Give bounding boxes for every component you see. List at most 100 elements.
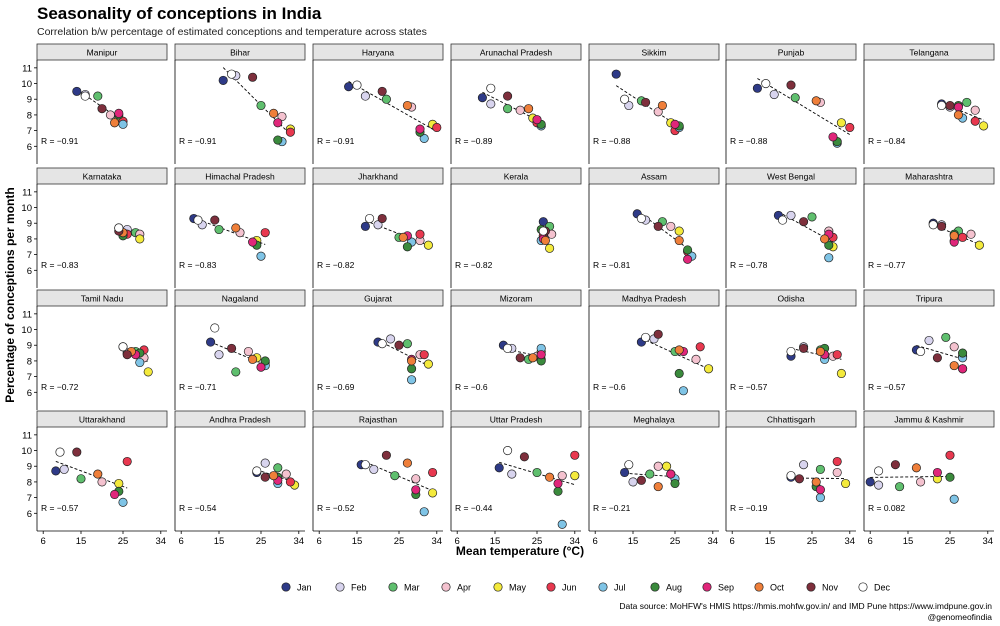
x-tick-label: 6 bbox=[868, 536, 873, 547]
y-tick-label: 8 bbox=[27, 477, 32, 488]
facet-label: Himachal Pradesh bbox=[205, 172, 275, 182]
data-point-apr bbox=[277, 111, 287, 122]
data-point-sep bbox=[114, 108, 124, 118]
y-tick-label: 8 bbox=[27, 110, 32, 121]
data-point-jul bbox=[557, 519, 567, 529]
data-point-mar bbox=[503, 104, 513, 114]
x-tick-label: 34 bbox=[570, 536, 581, 547]
facet-strip bbox=[588, 410, 720, 428]
data-point-may bbox=[974, 240, 984, 250]
legend-key-feb bbox=[335, 582, 345, 592]
data-point-mar bbox=[895, 482, 905, 492]
legend-key-dec bbox=[858, 582, 868, 592]
correlation-label: R = −0.88 bbox=[730, 136, 768, 146]
facet-strip bbox=[450, 289, 582, 307]
y-tick-label: 11 bbox=[22, 430, 32, 441]
data-point-dec bbox=[210, 323, 220, 333]
facet-label: Tamil Nadu bbox=[81, 294, 124, 304]
x-tick-label: 25 bbox=[532, 536, 543, 547]
y-tick-label: 11 bbox=[22, 63, 32, 74]
data-point-feb bbox=[260, 458, 270, 468]
data-point-dec bbox=[786, 346, 796, 357]
data-point-mar bbox=[807, 212, 817, 222]
trend-line bbox=[348, 80, 438, 132]
data-point-may bbox=[570, 471, 580, 481]
data-point-sep bbox=[248, 237, 258, 247]
y-tick-label: 10 bbox=[21, 203, 32, 214]
facet-strip bbox=[312, 43, 444, 61]
data-point-nov bbox=[890, 460, 900, 470]
correlation-label: R = −0.78 bbox=[730, 260, 768, 270]
legend-label: Jul bbox=[614, 583, 626, 593]
data-point-jan bbox=[865, 477, 875, 487]
legend-label: Apr bbox=[457, 583, 471, 593]
legend-label: Mar bbox=[404, 583, 420, 593]
data-point-nov bbox=[72, 447, 82, 457]
data-point-dec bbox=[624, 460, 634, 470]
data-point-apr bbox=[515, 105, 525, 115]
data-point-dec bbox=[641, 332, 651, 342]
data-point-dec bbox=[928, 220, 938, 230]
data-point-aug bbox=[273, 135, 283, 145]
y-tick-label: 9 bbox=[27, 95, 32, 106]
data-point-dec bbox=[55, 447, 65, 457]
data-point-mar bbox=[381, 94, 391, 104]
data-point-may bbox=[545, 243, 555, 253]
data-point-oct bbox=[248, 354, 258, 364]
data-point-sep bbox=[256, 362, 266, 372]
data-point-feb bbox=[369, 464, 379, 474]
x-tick-label: 6 bbox=[730, 536, 735, 547]
data-point-jun bbox=[285, 127, 295, 137]
x-tick-label: 25 bbox=[945, 536, 956, 547]
data-point-aug bbox=[553, 486, 563, 496]
data-point-mar bbox=[402, 339, 412, 349]
data-point-apr bbox=[281, 469, 291, 479]
data-point-dec bbox=[778, 215, 788, 225]
facet-strip bbox=[174, 410, 306, 428]
data-point-mar bbox=[941, 332, 951, 342]
data-point-dec bbox=[360, 460, 370, 470]
data-point-aug bbox=[402, 242, 412, 252]
data-point-oct bbox=[811, 96, 821, 106]
data-point-jun bbox=[415, 229, 425, 239]
data-point-nov bbox=[653, 329, 663, 339]
data-point-feb bbox=[786, 210, 796, 220]
data-point-apr bbox=[832, 467, 842, 478]
data-point-oct bbox=[110, 118, 120, 128]
x-tick-label: 15 bbox=[490, 536, 501, 547]
trend-line bbox=[55, 460, 128, 489]
data-point-oct bbox=[269, 471, 279, 481]
data-point-jun bbox=[958, 232, 968, 242]
facet-strip bbox=[36, 167, 168, 185]
facet-label: Tripura bbox=[916, 294, 943, 304]
y-tick-label: 9 bbox=[27, 219, 32, 230]
correlation-label: R = −0.57 bbox=[868, 382, 906, 392]
legend-key-nov bbox=[806, 582, 816, 592]
facet-strip bbox=[312, 167, 444, 185]
facet-label: Uttarakhand bbox=[79, 415, 126, 425]
y-tick-label: 8 bbox=[27, 356, 32, 367]
correlation-label: R = −0.89 bbox=[455, 136, 493, 146]
data-point-oct bbox=[949, 361, 959, 371]
data-point-feb bbox=[386, 334, 396, 344]
data-point-oct bbox=[820, 234, 830, 244]
data-point-dec bbox=[916, 346, 926, 357]
data-point-dec bbox=[252, 466, 262, 476]
data-point-nov bbox=[794, 474, 804, 484]
x-tick-label: 6 bbox=[41, 536, 46, 547]
data-point-mar bbox=[645, 469, 655, 479]
y-tick-label: 6 bbox=[27, 388, 32, 399]
data-point-may bbox=[704, 364, 714, 374]
y-tick-label: 11 bbox=[22, 309, 32, 320]
data-point-jul bbox=[824, 253, 834, 263]
data-point-jul bbox=[419, 507, 429, 517]
x-tick-label: 34 bbox=[708, 536, 719, 547]
data-point-nov bbox=[932, 353, 942, 363]
data-point-sep bbox=[953, 102, 963, 112]
data-point-jan bbox=[752, 83, 762, 93]
correlation-label: R = −0.83 bbox=[179, 260, 217, 270]
data-source-note: Data source: MoHFW's HMIS https://hmis.m… bbox=[619, 601, 992, 623]
facet-label: Uttar Pradesh bbox=[490, 415, 543, 425]
data-point-jul bbox=[256, 251, 266, 261]
legend-key-mar bbox=[388, 582, 398, 592]
